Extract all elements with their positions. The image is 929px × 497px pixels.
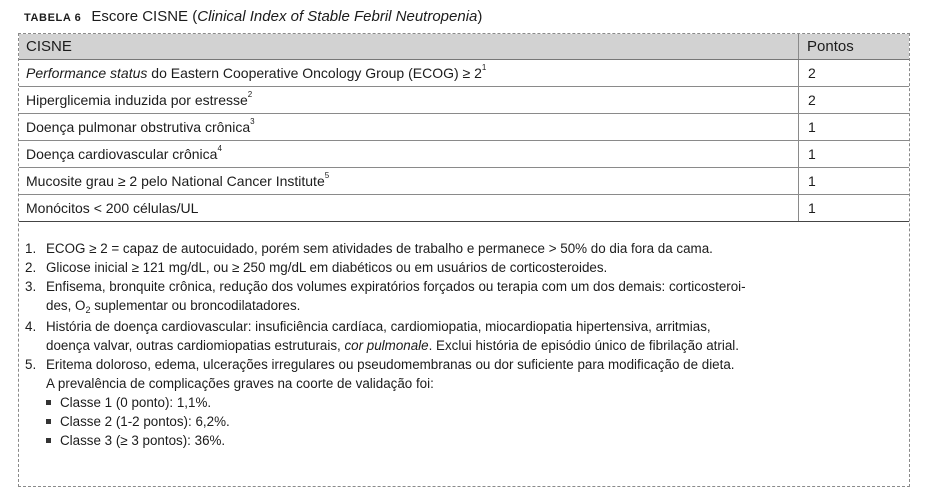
table-row: Doença cardiovascular crônica4 1 — [19, 141, 909, 168]
footnote-text-part: . Exclui história de episódio único de f… — [428, 338, 739, 353]
footnote-3: 3. Enfisema, bronquite crônica, redução … — [25, 277, 901, 317]
prevalence-note: A prevalência de complicações graves na … — [25, 374, 901, 393]
footnote-ref: 1 — [481, 63, 487, 72]
footnote-text-part: suplementar ou broncodilatadores. — [90, 298, 301, 313]
row-points: 1 — [808, 173, 816, 189]
table-row: Mucosite grau ≥ 2 pelo National Cancer I… — [19, 168, 909, 195]
footnote-ref: 4 — [217, 144, 222, 153]
row-points: 1 — [808, 200, 816, 216]
footnote-ref: 5 — [324, 171, 330, 180]
criterion-text: Monócitos < 200 células/UL — [26, 200, 199, 216]
column-divider — [798, 168, 799, 194]
header-pontos: Pontos — [807, 38, 854, 55]
bullet-icon — [46, 399, 51, 405]
table-row: Doença pulmonar obstrutiva crônica3 1 — [19, 114, 909, 141]
footnote-text: Eritema doloroso, edema, ulcerações irre… — [46, 357, 735, 372]
column-divider — [798, 87, 799, 113]
table-footnotes: 1. ECOG ≥ 2 = capaz de autocuidado, poré… — [25, 239, 901, 450]
list-item: Classe 1 (0 ponto): 1,1%. — [25, 393, 901, 412]
criterion-text: do Eastern Cooperative Oncology Group (E… — [147, 65, 482, 81]
column-divider — [798, 195, 799, 221]
footnote-number: 4. — [25, 319, 37, 334]
footnote-5: 5. Eritema doloroso, edema, ulcerações i… — [25, 355, 901, 374]
row-points: 1 — [808, 146, 816, 162]
footnote-number: 1. — [25, 241, 37, 256]
footnote-text: Glicose inicial ≥ 121 mg/dL, ou ≥ 250 mg… — [46, 260, 608, 275]
bullet-icon — [46, 418, 51, 424]
footnote-text: ECOG ≥ 2 = capaz de autocuidado, porém s… — [46, 241, 713, 256]
table-number-label: TABELA 6 — [24, 12, 82, 24]
column-divider — [798, 34, 799, 59]
footnote-italic-term: cor pulmonale — [344, 338, 429, 353]
table-caption: TABELA 6 Escore CISNE (Clinical Index of … — [24, 8, 482, 27]
criterion-italic-text: Performance status — [26, 65, 148, 81]
row-criterion: Monócitos < 200 células/UL — [26, 200, 198, 216]
column-divider — [798, 114, 799, 140]
bullet-icon — [46, 437, 51, 443]
row-criterion: Performance status do Eastern Cooperativ… — [26, 63, 487, 81]
footnote-number: 2. — [25, 260, 37, 275]
footnote-text: Enfisema, bronquite crônica, redução dos… — [46, 279, 746, 294]
prevalence-text: A prevalência de complicações graves na … — [46, 376, 434, 391]
table-row: Hiperglicemia induzida por estresse2 2 — [19, 87, 909, 114]
header-cisne: CISNE — [26, 38, 72, 55]
row-criterion: Doença cardiovascular crônica4 — [26, 144, 222, 162]
list-item: Classe 2 (1-2 pontos): 6,2%. — [25, 412, 901, 431]
table-title: Escore CISNE — [91, 8, 189, 25]
criterion-text: Hiperglicemia induzida por estresse — [26, 92, 248, 108]
footnote-4: 4. História de doença cardiovascular: in… — [25, 317, 901, 355]
table-subtitle-close: ) — [477, 8, 483, 25]
footnote-text-cont: doença valvar, outras cardiomiopatias es… — [46, 336, 901, 355]
class-text: Classe 2 (1-2 pontos): 6,2%. — [60, 414, 230, 429]
row-points: 2 — [808, 65, 816, 81]
cisne-table: CISNE Pontos Performance status do Easte… — [18, 33, 910, 487]
criterion-text: Mucosite grau ≥ 2 pelo National Cancer I… — [26, 173, 325, 189]
footnote-text-part: doença valvar, outras cardiomiopatias es… — [46, 338, 345, 353]
table-row: Performance status do Eastern Cooperativ… — [19, 60, 909, 87]
footnote-ref: 2 — [247, 90, 253, 99]
row-points: 1 — [808, 119, 816, 135]
footnote-text: História de doença cardiovascular: insuf… — [46, 319, 711, 334]
class-text: Classe 3 (≥ 3 pontos): 36%. — [60, 433, 226, 448]
table-subtitle: Clinical Index of Stable Febril Neutrope… — [197, 8, 478, 25]
table-row: Monócitos < 200 células/UL 1 — [19, 195, 909, 222]
table-subtitle-open: ( — [192, 8, 198, 25]
footnote-ref: 3 — [250, 117, 255, 126]
class-text: Classe 1 (0 ponto): 1,1%. — [60, 395, 212, 410]
footnote-text-part: des, O — [46, 298, 86, 313]
subscript: 2 — [85, 305, 91, 315]
row-criterion: Mucosite grau ≥ 2 pelo National Cancer I… — [26, 171, 330, 189]
footnote-text-cont: des, O2 suplementar ou broncodilatadores… — [46, 296, 901, 317]
footnote-2: 2. Glicose inicial ≥ 121 mg/dL, ou ≥ 250… — [25, 258, 901, 277]
column-divider — [798, 141, 799, 167]
footnote-1: 1. ECOG ≥ 2 = capaz de autocuidado, poré… — [25, 239, 901, 258]
row-points: 2 — [808, 92, 816, 108]
criterion-text: Doença cardiovascular crônica — [26, 146, 218, 162]
column-divider — [798, 60, 799, 86]
row-criterion: Doença pulmonar obstrutiva crônica3 — [26, 117, 255, 135]
table-header-row: CISNE Pontos — [19, 34, 909, 60]
row-criterion: Hiperglicemia induzida por estresse2 — [26, 90, 253, 108]
footnote-number: 5. — [25, 357, 37, 372]
footnote-number: 3. — [25, 279, 37, 294]
criterion-text: Doença pulmonar obstrutiva crônica — [26, 119, 251, 135]
list-item: Classe 3 (≥ 3 pontos): 36%. — [25, 431, 901, 450]
